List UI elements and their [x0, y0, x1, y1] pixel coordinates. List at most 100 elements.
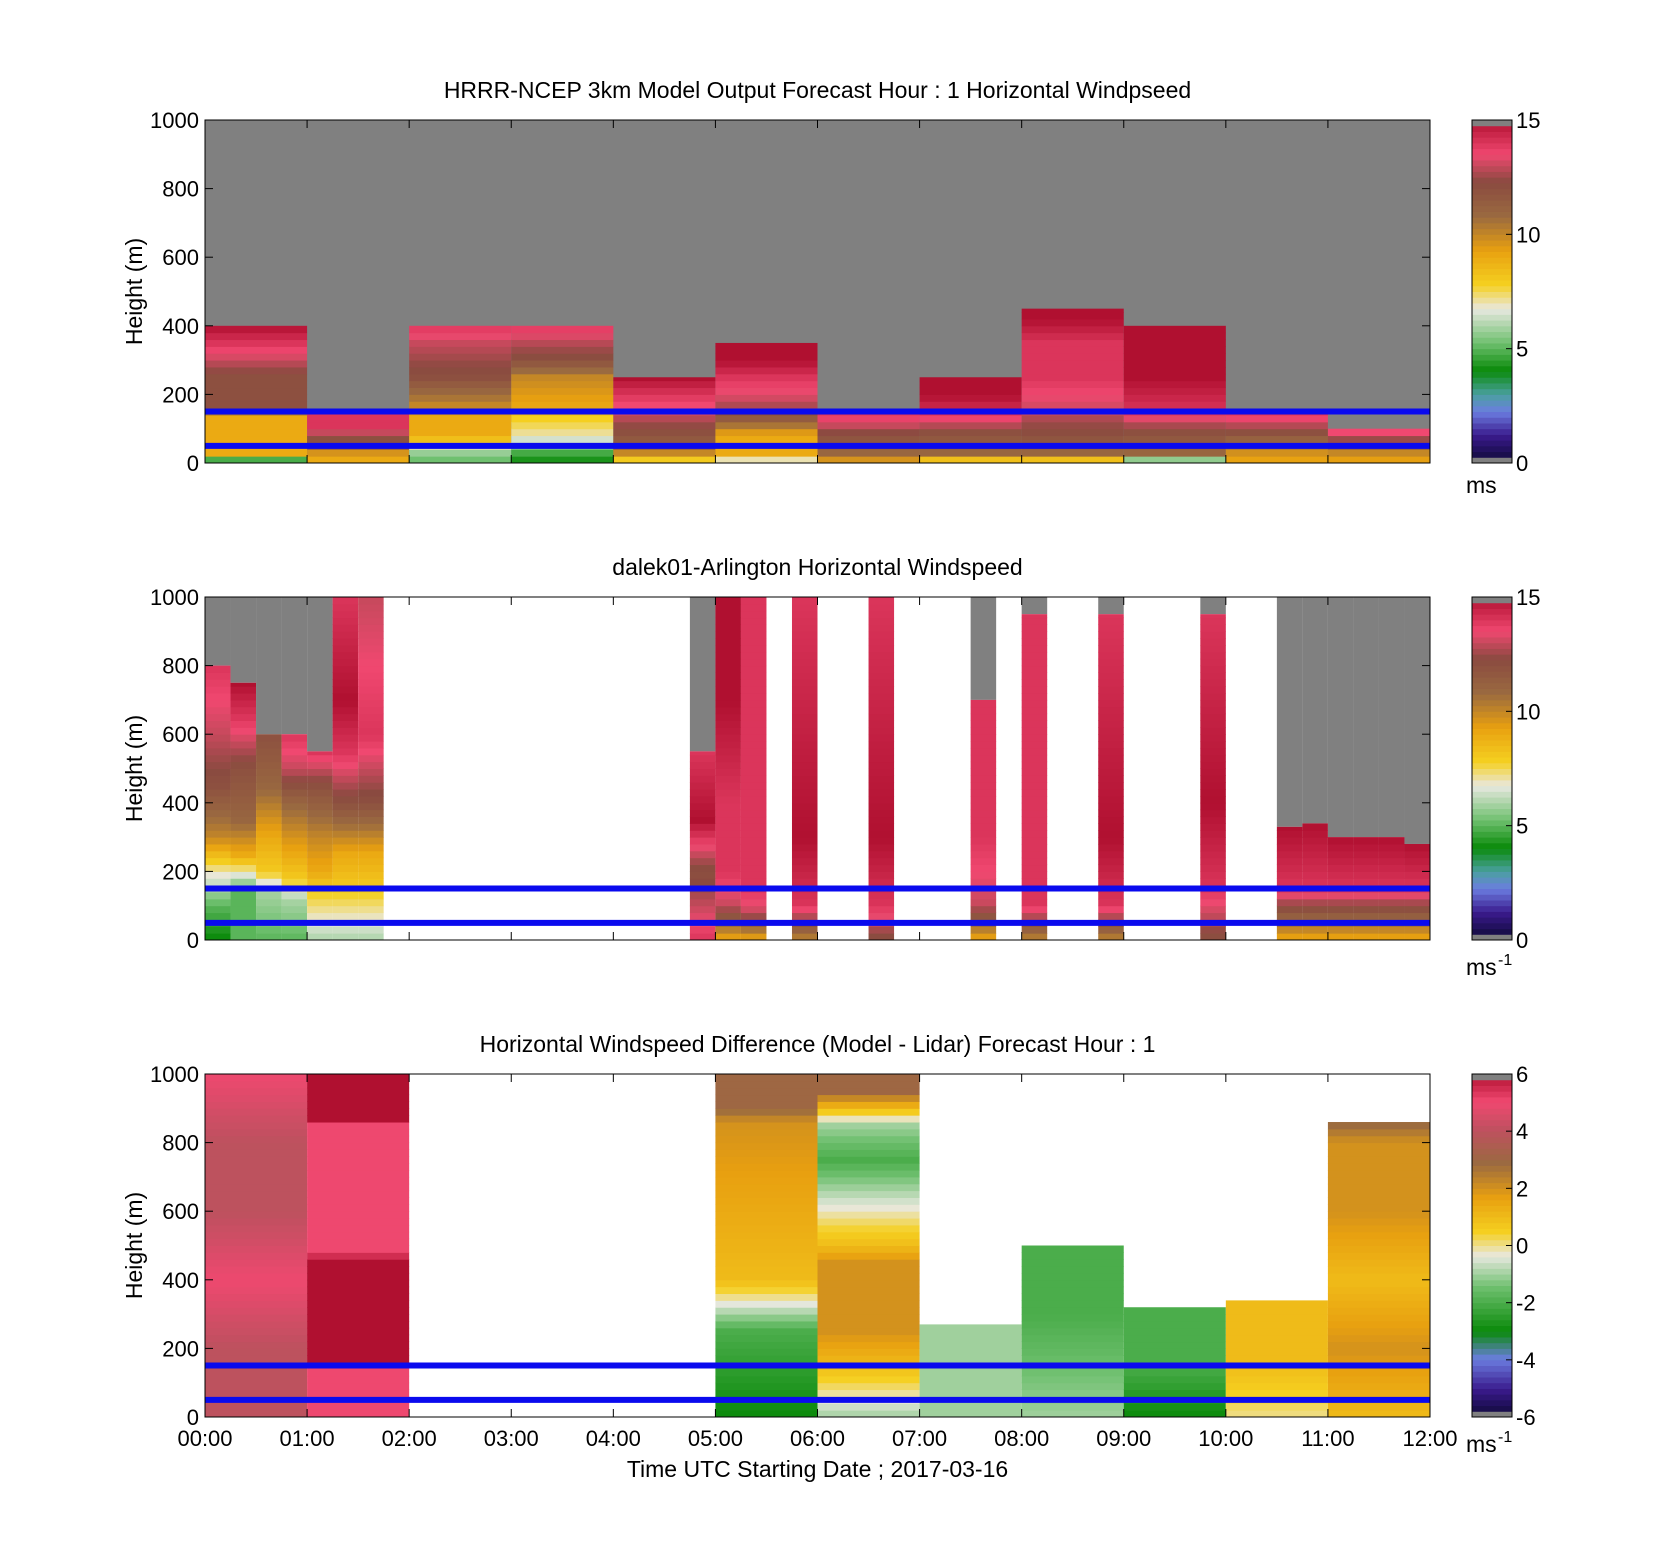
- data-cell: [791, 789, 818, 797]
- data-cell: [1200, 720, 1226, 728]
- data-cell: [970, 699, 997, 708]
- data-cell: [307, 1375, 410, 1384]
- data-cell: [281, 775, 308, 783]
- data-cell: [281, 871, 308, 879]
- colorbar-segment: [1472, 922, 1512, 930]
- data-cell: [689, 857, 716, 866]
- data-cell: [332, 651, 359, 660]
- data-cell: [307, 1163, 410, 1171]
- colorbar-segment: [1472, 905, 1512, 912]
- data-cell: [868, 741, 895, 749]
- data-cell: [230, 905, 257, 914]
- data-cell: [868, 631, 895, 639]
- data-cell: [1098, 741, 1124, 749]
- data-cell: [307, 1135, 410, 1144]
- data-cell: [1353, 898, 1379, 907]
- data-cell: [613, 428, 716, 437]
- data-cell: [230, 693, 257, 701]
- data-cell: [791, 713, 818, 721]
- data-cell: [230, 747, 257, 756]
- data-cell: [307, 1238, 410, 1246]
- data-cell: [205, 1094, 308, 1102]
- data-cell: [205, 699, 231, 708]
- data-cell: [1276, 850, 1303, 859]
- data-cell: [715, 878, 741, 886]
- data-cell: [919, 421, 1022, 430]
- data-cell: [740, 741, 767, 749]
- data-cell: [332, 795, 359, 804]
- colorbar-segment: [1472, 245, 1512, 252]
- data-cell: [1098, 830, 1124, 838]
- data-cell: [817, 1300, 920, 1308]
- data-cell: [1021, 1355, 1124, 1363]
- data-cell: [715, 823, 741, 831]
- data-cell: [205, 456, 308, 464]
- data-cell: [281, 741, 308, 749]
- data-cell: [281, 734, 308, 742]
- data-cell: [205, 734, 231, 742]
- data-cell: [817, 1211, 920, 1219]
- data-cell: [715, 665, 741, 673]
- data-cell: [1353, 933, 1379, 941]
- data-cell: [205, 1279, 308, 1288]
- data-cell: [205, 1355, 308, 1363]
- data-cell: [307, 1170, 410, 1178]
- data-cell: [205, 1334, 308, 1343]
- no-data-block: [230, 597, 257, 683]
- data-cell: [715, 809, 741, 818]
- data-cell: [332, 617, 359, 625]
- data-cell: [256, 782, 282, 790]
- y-axis-label: Height (m): [121, 715, 147, 822]
- data-cell: [1021, 878, 1048, 886]
- data-cell: [868, 933, 895, 941]
- data-cell: [919, 1368, 1022, 1377]
- data-cell: [1200, 857, 1226, 866]
- data-cell: [307, 1334, 410, 1343]
- data-cell: [358, 658, 384, 667]
- data-cell: [409, 332, 512, 341]
- data-cell: [715, 933, 741, 941]
- data-cell: [1404, 878, 1430, 886]
- y-tick-label: 1000: [150, 585, 199, 610]
- colorbar-frame: [1471, 596, 1513, 941]
- data-cell: [256, 933, 282, 941]
- colorbar-segment: [1472, 1102, 1512, 1109]
- data-cell: [256, 830, 282, 838]
- data-cell: [205, 1211, 308, 1219]
- data-cell: [281, 905, 308, 914]
- data-cell: [1353, 905, 1379, 914]
- data-cell: [868, 830, 895, 838]
- data-cell: [868, 761, 895, 769]
- data-cell: [817, 421, 920, 430]
- colorbar-segment: [1472, 1125, 1512, 1132]
- data-cell: [1378, 905, 1405, 914]
- data-cell: [1378, 912, 1405, 920]
- data-cell: [256, 761, 282, 769]
- data-cell: [1327, 1142, 1430, 1150]
- data-cell: [791, 912, 818, 920]
- data-cell: [970, 864, 997, 872]
- data-cell: [1200, 912, 1226, 920]
- data-cell: [1378, 891, 1405, 900]
- data-cell: [1098, 837, 1124, 845]
- data-cell: [740, 905, 767, 914]
- data-cell: [281, 898, 308, 907]
- data-cell: [256, 741, 282, 749]
- data-cell: [358, 878, 384, 886]
- data-cell: [970, 830, 997, 838]
- data-cell: [205, 686, 231, 694]
- data-cell: [409, 346, 512, 354]
- data-cell: [791, 878, 818, 886]
- data-cell: [1098, 747, 1124, 756]
- colorbar-segment: [1472, 165, 1512, 172]
- colorbar-tick-label: 0: [1516, 928, 1528, 953]
- data-cell: [740, 795, 767, 804]
- data-cell: [868, 624, 895, 632]
- data-cell: [409, 360, 512, 368]
- data-cell: [332, 603, 359, 612]
- colorbar-unit-superscript: -1: [1498, 1429, 1512, 1446]
- data-cell: [332, 871, 359, 879]
- data-cell: [1200, 843, 1226, 852]
- data-cell: [332, 610, 359, 619]
- data-cell: [970, 878, 997, 886]
